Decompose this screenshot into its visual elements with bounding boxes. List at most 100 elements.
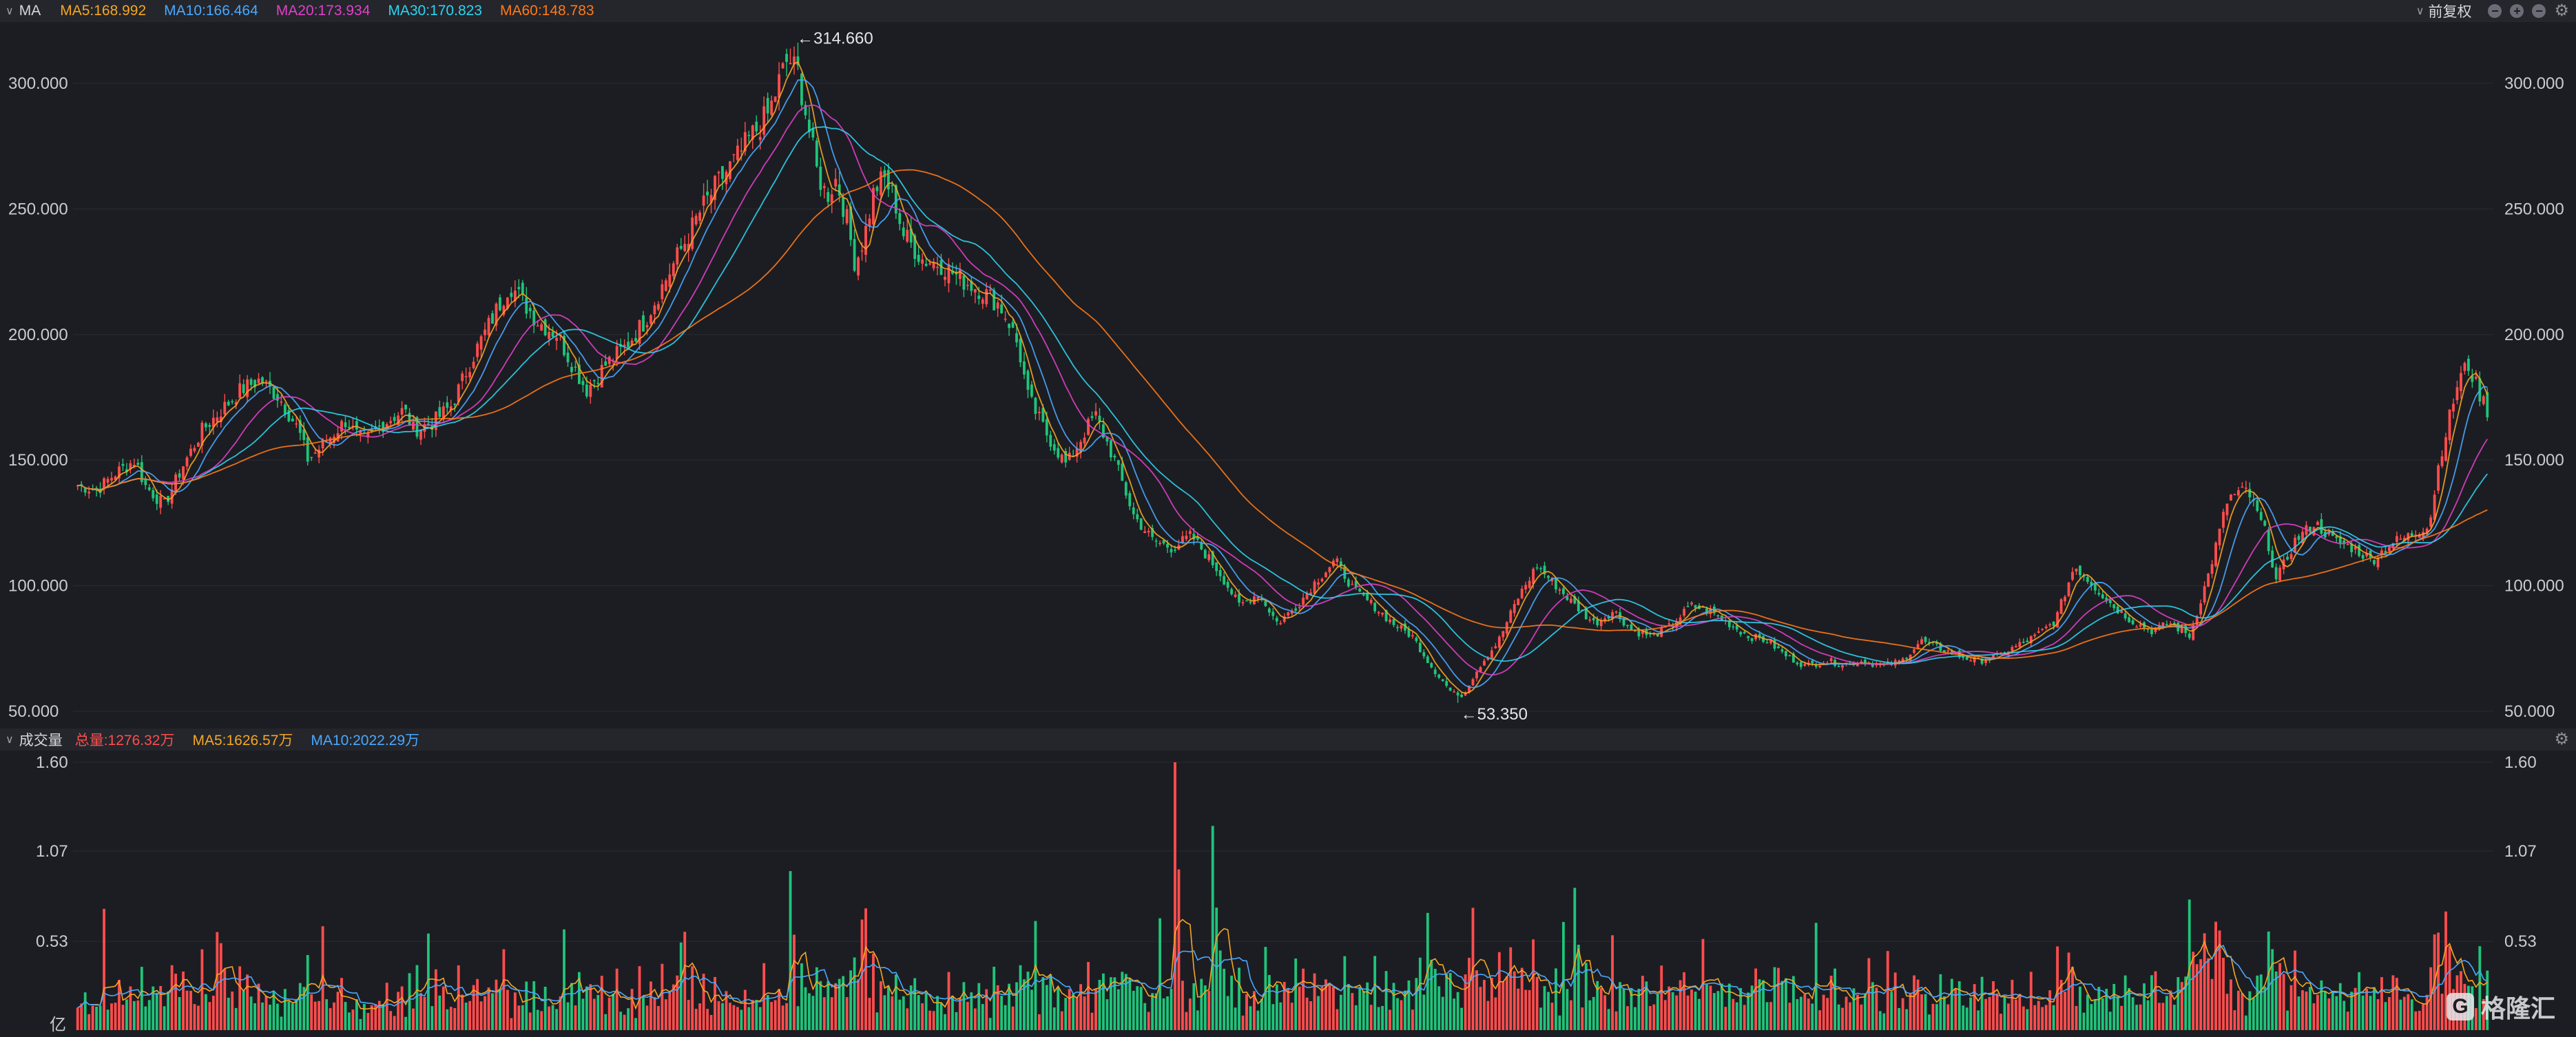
volume-bar	[1000, 996, 1004, 1030]
candle-body	[1584, 608, 1588, 620]
candle-body	[762, 106, 766, 135]
candle-body	[261, 377, 264, 384]
volume-bar	[1260, 998, 1263, 1030]
volume-bar	[1298, 986, 1301, 1030]
candle-body	[1369, 600, 1373, 603]
volume-bar	[921, 1003, 924, 1030]
volume-bar	[1132, 990, 1135, 1030]
volume-bar	[691, 966, 694, 1030]
candle-body	[1818, 665, 1822, 668]
volume-bar	[499, 989, 501, 1030]
candle-body	[103, 478, 105, 490]
candle-body	[2452, 404, 2455, 412]
volume-bar	[1977, 1010, 1980, 1030]
volume-bar	[1317, 996, 1320, 1030]
volume-bar	[2225, 994, 2229, 1030]
volume-bar	[2033, 1005, 2037, 1030]
volume-bar	[1343, 956, 1347, 1030]
candle-body	[204, 423, 207, 428]
volume-bar	[382, 1004, 385, 1030]
candle-body	[2410, 533, 2413, 536]
volume-bar	[2230, 979, 2232, 1030]
volume-bar	[1995, 993, 1999, 1030]
candle-body	[2093, 583, 2097, 591]
volume-bar	[1773, 967, 1776, 1030]
volume-bar	[1592, 996, 1595, 1030]
volume-bar	[1166, 996, 1169, 1030]
candle-body	[223, 401, 227, 415]
volume-bar	[2123, 975, 2127, 1030]
remove-circle-icon[interactable]: −	[2532, 4, 2546, 18]
volume-bar	[2373, 987, 2376, 1030]
candle-body	[1468, 685, 1471, 693]
volume-bar	[607, 997, 611, 1030]
volume-bar	[1430, 959, 1433, 1030]
collapse-chevron-icon[interactable]: ∨	[6, 734, 14, 746]
adjustment-dropdown[interactable]: ∨ 前复权	[2416, 1, 2472, 21]
candle-body	[2395, 536, 2398, 543]
candle-body	[811, 128, 815, 138]
candle-body	[939, 260, 943, 275]
volume-bar	[476, 978, 479, 1030]
candle-body	[2259, 512, 2263, 521]
candle-body	[1920, 639, 1923, 645]
volume-bar	[2116, 996, 2119, 1030]
volume-bar	[1999, 1014, 2002, 1030]
gear-icon[interactable]: ⚙	[2554, 730, 2569, 748]
candle-body	[1448, 687, 1452, 691]
candle-body	[200, 422, 204, 446]
volume-bar	[656, 1005, 660, 1030]
volume-bar	[1456, 992, 1460, 1030]
volume-bar	[1807, 998, 1810, 1030]
volume-bar	[140, 967, 143, 1030]
candle-body	[1769, 640, 1772, 643]
candle-body	[2052, 621, 2055, 627]
volume-bar	[506, 989, 509, 1030]
volume-bar	[412, 1008, 415, 1030]
candle-body	[596, 382, 600, 384]
candle-body	[894, 185, 897, 213]
volume-bar	[951, 996, 954, 1030]
collapse-chevron-icon[interactable]: ∨	[6, 6, 14, 17]
price-tick-right: 100.000	[2504, 577, 2564, 596]
volume-bar	[204, 994, 207, 1030]
volume-bar	[1136, 986, 1139, 1030]
volume-unit-label: 亿	[50, 1016, 66, 1034]
candle-body	[159, 496, 163, 508]
volume-bar	[2093, 1000, 2097, 1030]
volume-bar	[864, 908, 867, 1030]
volume-bar	[2214, 921, 2217, 1030]
volume-bar	[909, 985, 913, 1030]
volume-bar	[751, 1000, 754, 1030]
volume-bar	[2395, 978, 2398, 1030]
plus-circle-icon[interactable]: +	[2510, 4, 2524, 18]
volume-bar	[1098, 979, 1101, 1030]
volume-bar	[2222, 958, 2225, 1030]
candle-body	[732, 154, 736, 156]
volume-bar	[2199, 959, 2203, 1030]
candle-body	[366, 432, 370, 438]
volume-bar	[1494, 997, 1497, 1030]
volume-bar	[988, 1018, 992, 1030]
minus-circle-icon[interactable]: −	[2488, 4, 2502, 18]
volume-bar	[1520, 967, 1524, 1030]
volume-bar	[913, 978, 917, 1030]
gear-icon[interactable]: ⚙	[2554, 1, 2569, 20]
volume-bar	[728, 1003, 731, 1030]
volume-bar	[1758, 979, 1761, 1030]
volume-bar	[125, 999, 128, 1030]
candle-body	[211, 417, 215, 428]
volume-bar	[2244, 1015, 2247, 1030]
candle-body	[1588, 619, 1592, 621]
candle-body	[2274, 567, 2278, 580]
candle-body	[2067, 582, 2070, 596]
candle-body	[1279, 623, 1282, 625]
candle-body	[147, 487, 151, 490]
volume-bar	[234, 1007, 238, 1030]
candle-body	[442, 406, 445, 420]
candle-body	[348, 426, 351, 428]
candle-body	[1154, 541, 1158, 542]
candle-body	[2199, 603, 2203, 615]
candle-body	[453, 404, 457, 406]
